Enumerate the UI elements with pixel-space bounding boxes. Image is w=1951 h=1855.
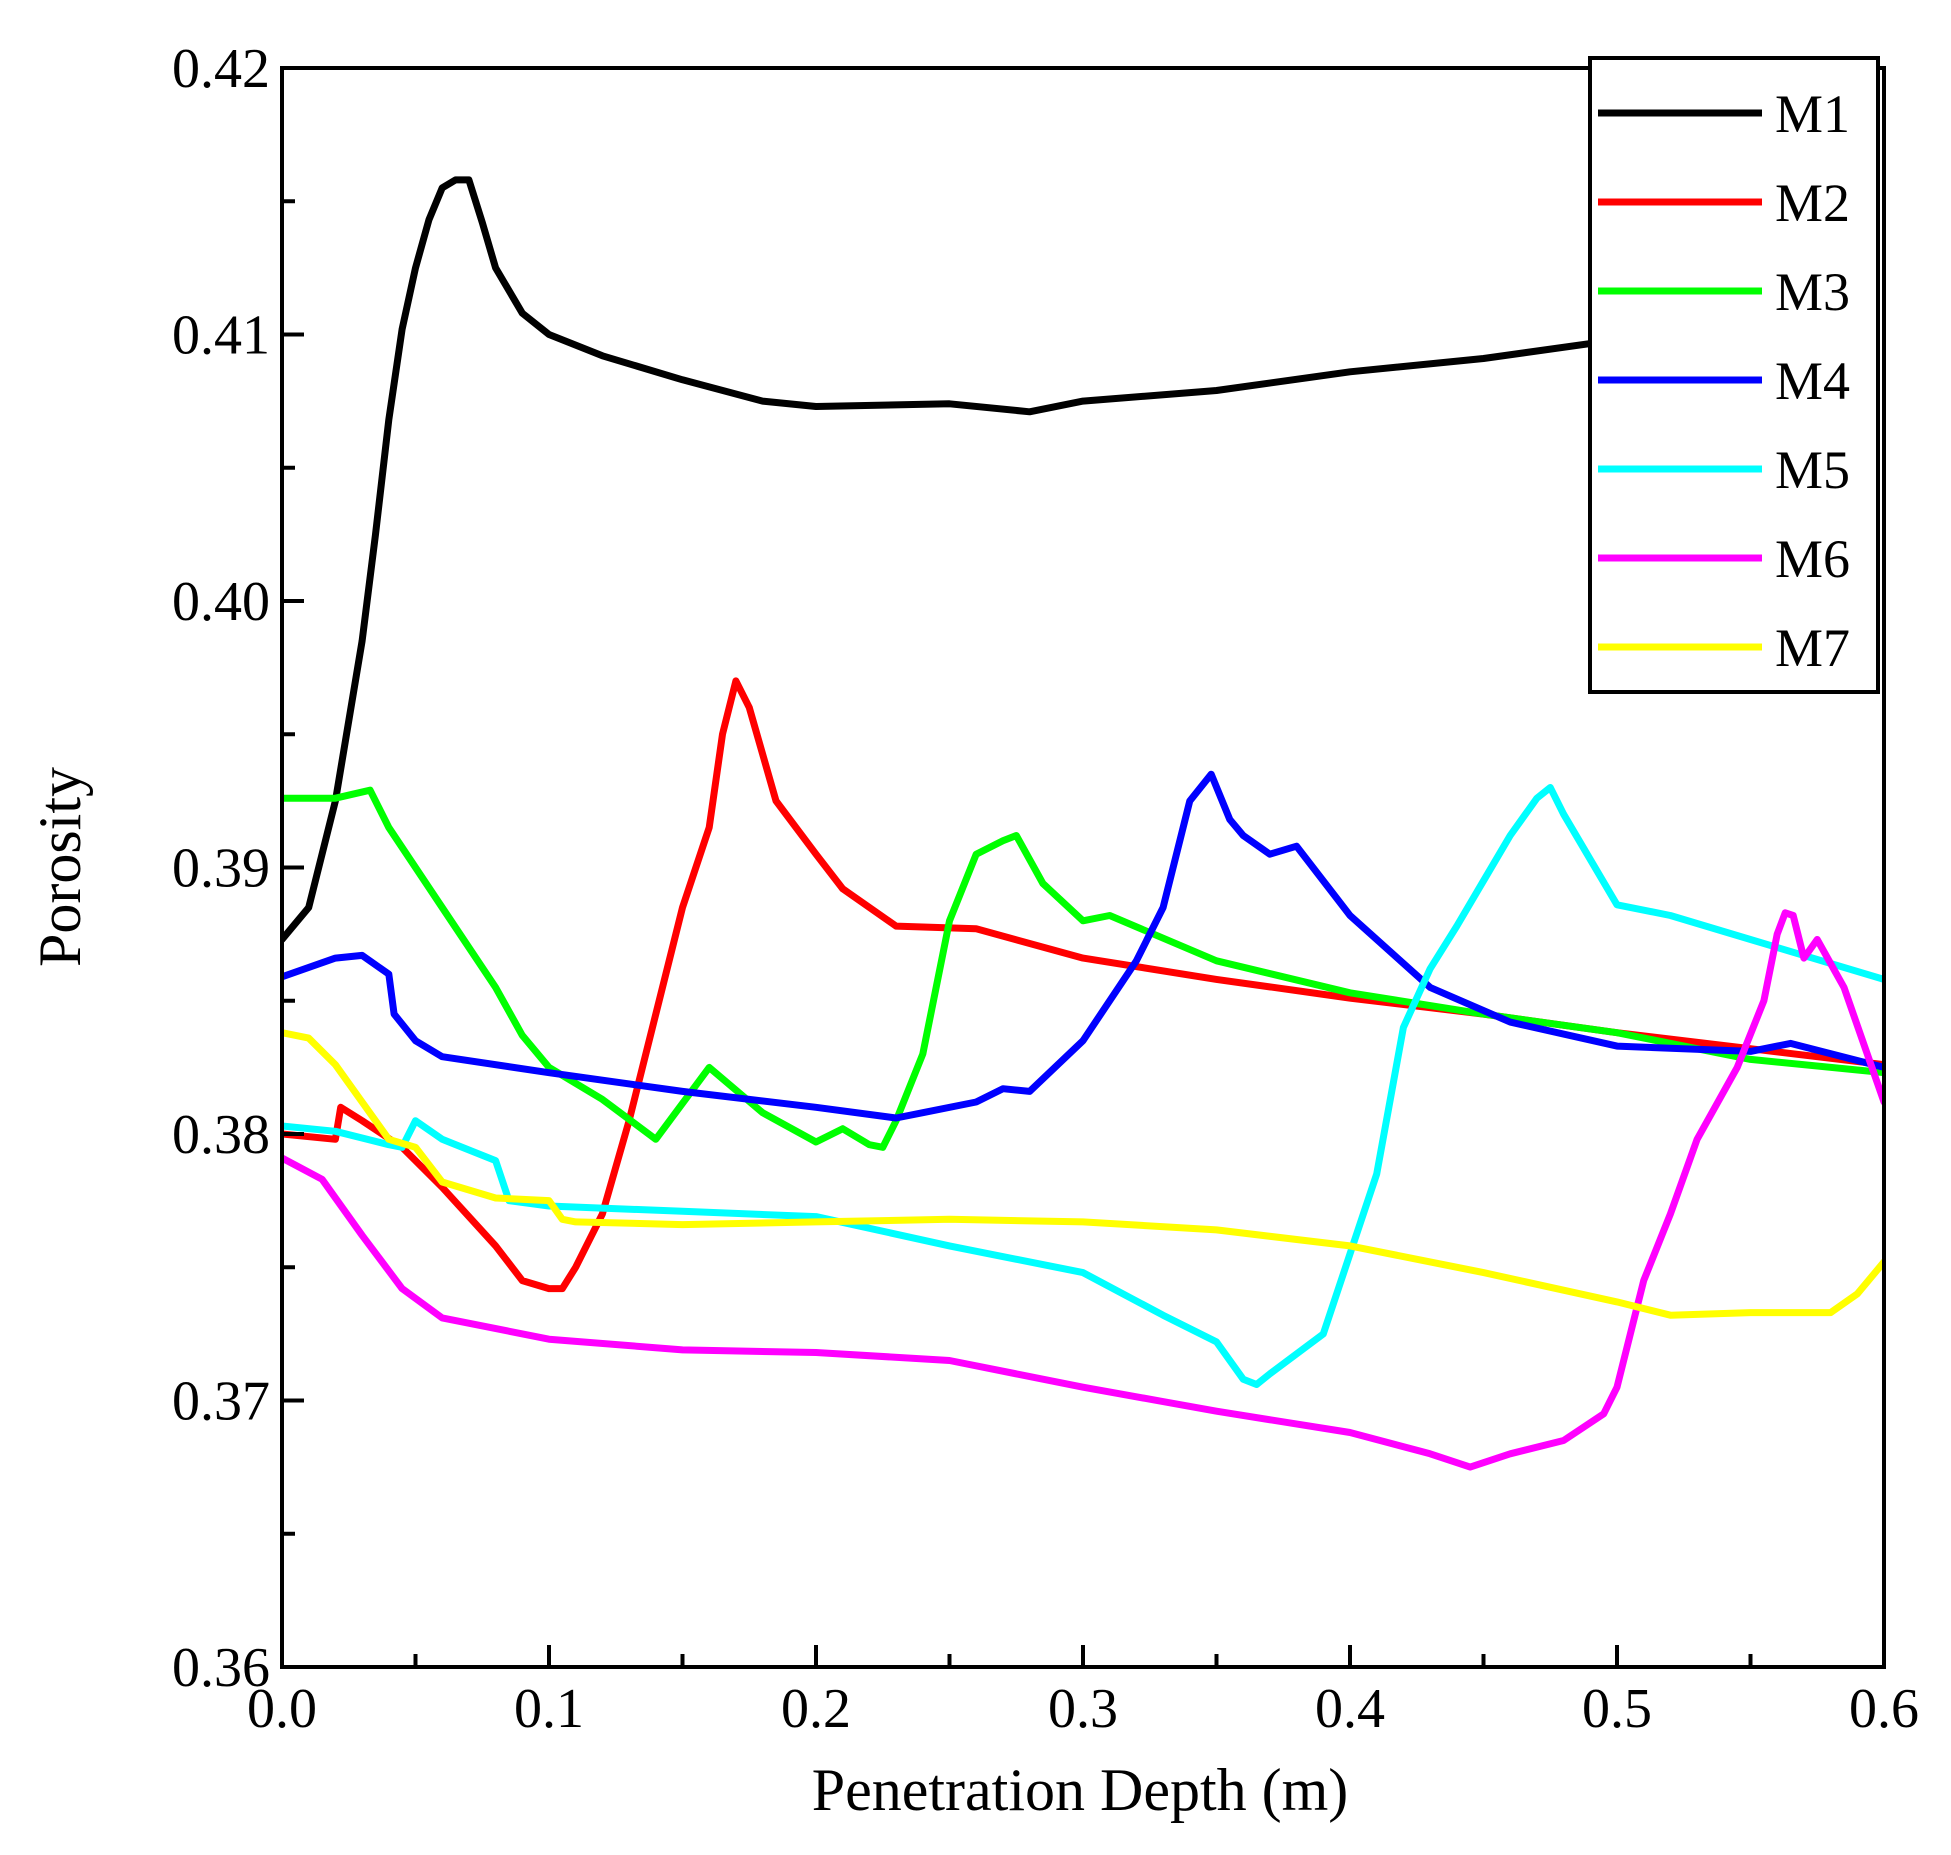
- legend: M1 M2 M3 M4 M5 M6 M7: [1588, 56, 1880, 694]
- legend-label-m1: M1: [1775, 84, 1850, 144]
- x-tick-label: 0.3: [1048, 1678, 1118, 1740]
- y-axis-title: Porosity: [27, 767, 93, 967]
- x-tick-label: 0.1: [514, 1678, 584, 1740]
- series-line-m6: [282, 909, 1884, 1471]
- series-line-m7: [282, 1029, 1884, 1319]
- y-axis: 0.36 0.37 0.38 0.39 0.40 0.41 0.42: [172, 38, 304, 1699]
- legend-label-m4: M4: [1775, 351, 1850, 411]
- y-tick-label: 0.40: [172, 571, 270, 633]
- y-tick-label: 0.38: [172, 1104, 270, 1166]
- series-line-m4: [282, 770, 1884, 1122]
- x-axis-title: Penetration Depth (m): [812, 1757, 1349, 1823]
- series-line-m5: [282, 784, 1884, 1388]
- y-tick-label: 0.41: [172, 305, 270, 367]
- x-tick-label: 0.0: [247, 1678, 317, 1740]
- legend-label-m7: M7: [1775, 618, 1850, 678]
- series-layer: [282, 176, 1884, 1471]
- legend-label-m3: M3: [1775, 262, 1850, 322]
- x-tick-label: 0.4: [1315, 1678, 1385, 1740]
- legend-label-m6: M6: [1775, 529, 1850, 589]
- series-line-m3: [282, 786, 1884, 1151]
- y-tick-label: 0.39: [172, 838, 270, 900]
- x-tick-label: 0.6: [1849, 1678, 1919, 1740]
- x-axis: 0.0 0.1 0.2 0.3 0.4 0.5 0.6: [247, 1645, 1919, 1740]
- legend-box: [1588, 56, 1880, 694]
- series-line-m2: [282, 677, 1884, 1293]
- x-tick-label: 0.5: [1582, 1678, 1652, 1740]
- y-tick-label: 0.36: [172, 1637, 270, 1699]
- x-tick-label: 0.2: [781, 1678, 851, 1740]
- y-tick-label: 0.37: [172, 1371, 270, 1433]
- y-tick-label: 0.42: [172, 38, 270, 100]
- series-line-m1: [282, 176, 1621, 943]
- legend-label-m5: M5: [1775, 440, 1850, 500]
- legend-label-m2: M2: [1775, 173, 1850, 233]
